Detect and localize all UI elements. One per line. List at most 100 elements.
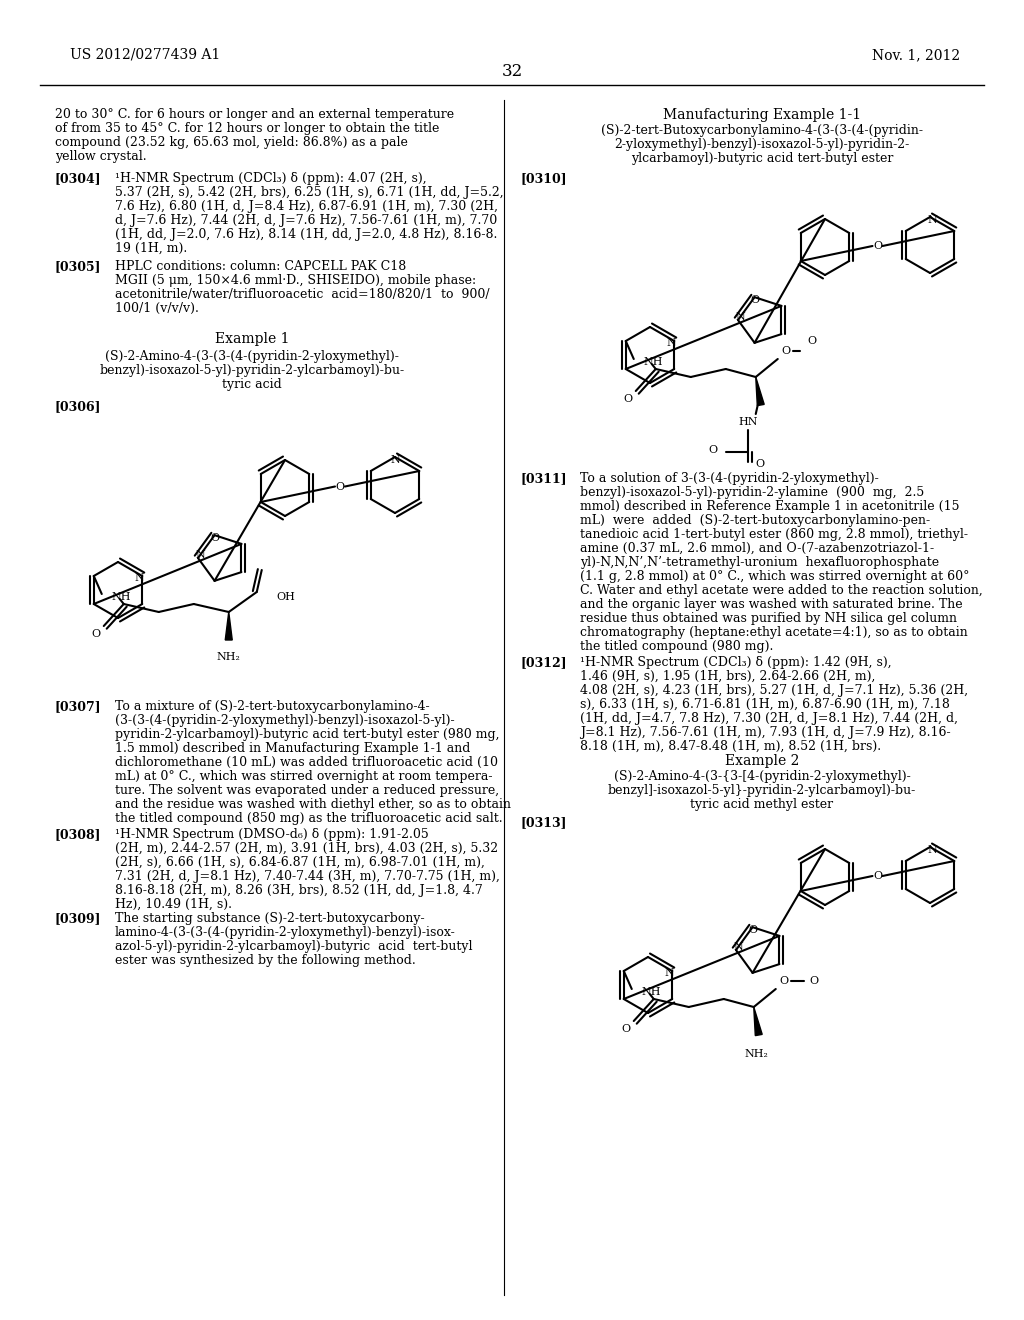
Text: 20 to 30° C. for 6 hours or longer and an external temperature: 20 to 30° C. for 6 hours or longer and a… [55,108,454,121]
Text: azol-5-yl)-pyridin-2-ylcarbamoyl)-butyric  acid  tert-butyl: azol-5-yl)-pyridin-2-ylcarbamoyl)-butyri… [115,940,472,953]
Text: [0309]: [0309] [55,912,101,925]
Text: benzyl)-isoxazol-5-yl)-pyridin-2-ylcarbamoyl)-bu-: benzyl)-isoxazol-5-yl)-pyridin-2-ylcarba… [99,364,404,378]
Text: HN: HN [738,417,758,426]
Text: Manufacturing Example 1-1: Manufacturing Example 1-1 [663,108,861,121]
Text: O: O [872,871,882,880]
Text: chromatography (heptane:ethyl acetate=4:1), so as to obtain: chromatography (heptane:ethyl acetate=4:… [580,626,968,639]
Text: dichloromethane (10 mL) was added trifluoroacetic acid (10: dichloromethane (10 mL) was added triflu… [115,756,498,770]
Text: and the organic layer was washed with saturated brine. The: and the organic layer was washed with sa… [580,598,963,611]
Text: [0307]: [0307] [55,700,101,713]
Text: ture. The solvent was evaporated under a reduced pressure,: ture. The solvent was evaporated under a… [115,784,499,797]
Text: [0304]: [0304] [55,172,101,185]
Text: (3-(3-(4-(pyridin-2-yloxymethyl)-benzyl)-isoxazol-5-yl)-: (3-(3-(4-(pyridin-2-yloxymethyl)-benzyl)… [115,714,455,727]
Text: N: N [927,845,937,855]
Text: yl)-N,N,N’,N’-tetramethyl-uronium  hexafluorophosphate: yl)-N,N,N’,N’-tetramethyl-uronium hexafl… [580,556,939,569]
Text: ¹H-NMR Spectrum (CDCl₃) δ (ppm): 4.07 (2H, s),: ¹H-NMR Spectrum (CDCl₃) δ (ppm): 4.07 (2… [115,172,427,185]
Text: C. Water and ethyl acetate were added to the reaction solution,: C. Water and ethyl acetate were added to… [580,583,983,597]
Text: Hz), 10.49 (1H, s).: Hz), 10.49 (1H, s). [115,898,232,911]
Text: N: N [665,968,674,978]
Text: O: O [750,296,759,305]
Text: (1.1 g, 2.8 mmol) at 0° C., which was stirred overnight at 60°: (1.1 g, 2.8 mmol) at 0° C., which was st… [580,570,970,583]
Text: 4.08 (2H, s), 4.23 (1H, brs), 5.27 (1H, d, J=7.1 Hz), 5.36 (2H,: 4.08 (2H, s), 4.23 (1H, brs), 5.27 (1H, … [580,684,968,697]
Text: Example 2: Example 2 [725,754,799,768]
Text: 8.18 (1H, m), 8.47-8.48 (1H, m), 8.52 (1H, brs).: 8.18 (1H, m), 8.47-8.48 (1H, m), 8.52 (1… [580,741,881,752]
Text: To a mixture of (S)-2-tert-butoxycarbonylamino-4-: To a mixture of (S)-2-tert-butoxycarbony… [115,700,430,713]
Text: yellow crystal.: yellow crystal. [55,150,146,162]
Text: N: N [134,573,144,583]
Text: the titled compound (980 mg).: the titled compound (980 mg). [580,640,773,653]
Text: the titled compound (850 mg) as the trifluoroacetic acid salt.: the titled compound (850 mg) as the trif… [115,812,503,825]
Text: O: O [336,482,344,491]
Text: N: N [390,455,400,465]
Text: J=8.1 Hz), 7.56-7.61 (1H, m), 7.93 (1H, d, J=7.9 Hz), 8.16-: J=8.1 Hz), 7.56-7.61 (1H, m), 7.93 (1H, … [580,726,950,739]
Text: [0311]: [0311] [520,473,566,484]
Text: O: O [781,346,791,356]
Text: Example 1: Example 1 [215,333,289,346]
Text: O: O [91,630,100,639]
Text: NH: NH [642,987,662,997]
Text: O: O [210,533,219,543]
Text: (1H, dd, J=2.0, 7.6 Hz), 8.14 (1H, dd, J=2.0, 4.8 Hz), 8.16-8.: (1H, dd, J=2.0, 7.6 Hz), 8.14 (1H, dd, J… [115,228,498,242]
Text: To a solution of 3-(3-(4-(pyridin-2-yloxymethyl)-: To a solution of 3-(3-(4-(pyridin-2-ylox… [580,473,879,484]
Text: mL) at 0° C., which was stirred overnight at room tempera-: mL) at 0° C., which was stirred overnigh… [115,770,493,783]
Text: [0308]: [0308] [55,828,101,841]
Text: N: N [927,215,937,224]
Text: O: O [622,1024,631,1034]
Text: [0305]: [0305] [55,260,101,273]
Text: 19 (1H, m).: 19 (1H, m). [115,242,187,255]
Text: N: N [735,312,744,322]
Text: acetonitrile/water/trifluoroacetic  acid=180/820/1  to  900/: acetonitrile/water/trifluoroacetic acid=… [115,288,489,301]
Text: (S)-2-Amino-4-(3-{3-[4-(pyridin-2-yloxymethyl)-: (S)-2-Amino-4-(3-{3-[4-(pyridin-2-yloxym… [613,770,910,783]
Text: d, J=7.6 Hz), 7.44 (2H, d, J=7.6 Hz), 7.56-7.61 (1H, m), 7.70: d, J=7.6 Hz), 7.44 (2H, d, J=7.6 Hz), 7.… [115,214,498,227]
Text: (1H, dd, J=4.7, 7.8 Hz), 7.30 (2H, d, J=8.1 Hz), 7.44 (2H, d,: (1H, dd, J=4.7, 7.8 Hz), 7.30 (2H, d, J=… [580,711,958,725]
Text: of from 35 to 45° C. for 12 hours or longer to obtain the title: of from 35 to 45° C. for 12 hours or lon… [55,121,439,135]
Text: 1.46 (9H, s), 1.95 (1H, brs), 2.64-2.66 (2H, m),: 1.46 (9H, s), 1.95 (1H, brs), 2.64-2.66 … [580,671,876,682]
Text: 100/1 (v/v/v).: 100/1 (v/v/v). [115,302,199,315]
Text: benzyl)-isoxazol-5-yl)-pyridin-2-ylamine  (900  mg,  2.5: benzyl)-isoxazol-5-yl)-pyridin-2-ylamine… [580,486,925,499]
Text: and the residue was washed with diethyl ether, so as to obtain: and the residue was washed with diethyl … [115,799,511,810]
Text: O: O [810,975,819,986]
Text: O: O [624,393,632,404]
Text: NH: NH [644,356,664,367]
Text: 32: 32 [502,63,522,81]
Text: 2-yloxymethyl)-benzyl)-isoxazol-5-yl)-pyridin-2-: 2-yloxymethyl)-benzyl)-isoxazol-5-yl)-py… [614,139,909,150]
Text: (S)-2-tert-Butoxycarbonylamino-4-(3-(3-(4-(pyridin-: (S)-2-tert-Butoxycarbonylamino-4-(3-(3-(… [601,124,923,137]
Text: O: O [808,337,817,346]
Text: ¹H-NMR Spectrum (DMSO-d₆) δ (ppm): 1.91-2.05: ¹H-NMR Spectrum (DMSO-d₆) δ (ppm): 1.91-… [115,828,429,841]
Text: ester was synthesized by the following method.: ester was synthesized by the following m… [115,954,416,968]
Text: [0306]: [0306] [55,400,101,413]
Text: O: O [748,925,757,935]
Text: ylcarbamoyl)-butyric acid tert-butyl ester: ylcarbamoyl)-butyric acid tert-butyl est… [631,152,893,165]
Text: O: O [872,242,882,251]
Text: s), 6.33 (1H, s), 6.71-6.81 (1H, m), 6.87-6.90 (1H, m), 7.18: s), 6.33 (1H, s), 6.71-6.81 (1H, m), 6.8… [580,698,950,711]
Text: compound (23.52 kg, 65.63 mol, yield: 86.8%) as a pale: compound (23.52 kg, 65.63 mol, yield: 86… [55,136,408,149]
Text: N: N [196,550,205,560]
Text: O: O [779,975,788,986]
Text: MGII (5 μm, 150×4.6 mml·D., SHISEIDO), mobile phase:: MGII (5 μm, 150×4.6 mml·D., SHISEIDO), m… [115,275,476,286]
Text: 7.6 Hz), 6.80 (1H, d, J=8.4 Hz), 6.87-6.91 (1H, m), 7.30 (2H,: 7.6 Hz), 6.80 (1H, d, J=8.4 Hz), 6.87-6.… [115,201,498,213]
Text: 5.37 (2H, s), 5.42 (2H, brs), 6.25 (1H, s), 6.71 (1H, dd, J=5.2,: 5.37 (2H, s), 5.42 (2H, brs), 6.25 (1H, … [115,186,504,199]
Text: NH₂: NH₂ [217,652,241,663]
Text: mL)  were  added  (S)-2-tert-butoxycarbonylamino-pen-: mL) were added (S)-2-tert-butoxycarbonyl… [580,513,930,527]
Text: lamino-4-(3-(3-(4-(pyridin-2-yloxymethyl)-benzyl)-isox-: lamino-4-(3-(3-(4-(pyridin-2-yloxymethyl… [115,927,456,939]
Text: residue thus obtained was purified by NH silica gel column: residue thus obtained was purified by NH… [580,612,957,624]
Text: HPLC conditions: column: CAPCELL PAK C18: HPLC conditions: column: CAPCELL PAK C18 [115,260,407,273]
Text: [0313]: [0313] [520,816,566,829]
Text: amine (0.37 mL, 2.6 mmol), and O-(7-azabenzotriazol-1-: amine (0.37 mL, 2.6 mmol), and O-(7-azab… [580,543,934,554]
Text: US 2012/0277439 A1: US 2012/0277439 A1 [70,48,220,62]
Text: Nov. 1, 2012: Nov. 1, 2012 [871,48,961,62]
Text: 7.31 (2H, d, J=8.1 Hz), 7.40-7.44 (3H, m), 7.70-7.75 (1H, m),: 7.31 (2H, d, J=8.1 Hz), 7.40-7.44 (3H, m… [115,870,500,883]
Text: [0310]: [0310] [520,172,566,185]
Text: N: N [667,338,676,348]
Text: 8.16-8.18 (2H, m), 8.26 (3H, brs), 8.52 (1H, dd, J=1.8, 4.7: 8.16-8.18 (2H, m), 8.26 (3H, brs), 8.52 … [115,884,482,898]
Text: [0312]: [0312] [520,656,566,669]
Text: NH₂: NH₂ [744,1049,769,1059]
Text: ¹H-NMR Spectrum (CDCl₃) δ (ppm): 1.42 (9H, s),: ¹H-NMR Spectrum (CDCl₃) δ (ppm): 1.42 (9… [580,656,892,669]
Text: NH: NH [112,591,131,602]
Text: OH: OH [276,591,296,602]
Text: (S)-2-Amino-4-(3-(3-(4-(pyridin-2-yloxymethyl)-: (S)-2-Amino-4-(3-(3-(4-(pyridin-2-yloxym… [105,350,399,363]
Text: pyridin-2-ylcarbamoyl)-butyric acid tert-butyl ester (980 mg,: pyridin-2-ylcarbamoyl)-butyric acid tert… [115,729,500,741]
Text: N: N [733,942,742,952]
Polygon shape [754,1007,762,1036]
Polygon shape [225,612,232,640]
